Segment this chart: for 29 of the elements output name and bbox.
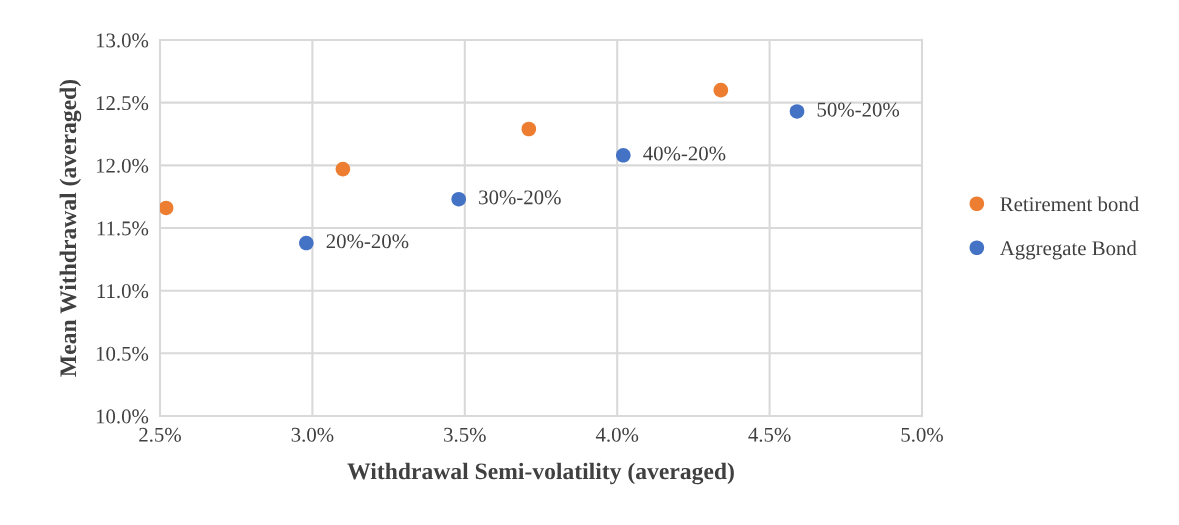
y-tick-label: 11.0% (97, 284, 149, 299)
y-tick-label: 10.5% (96, 346, 149, 361)
legend-label: Retirement bond (1000, 196, 1139, 212)
x-tick-label: 3.5% (444, 427, 486, 442)
point (335, 161, 351, 177)
point (616, 148, 631, 163)
point (521, 121, 537, 137)
annotation: 50%-20% (817, 102, 900, 117)
point (713, 82, 729, 98)
x-tick-label: 4.5% (748, 427, 791, 442)
y-tick-label: 10.0% (96, 409, 149, 424)
x-tick-label: 4.0% (595, 427, 639, 442)
annotation: 40%-20% (643, 146, 726, 161)
y-tick-label: 12.0% (96, 158, 149, 173)
point (789, 104, 805, 119)
legend-label: Aggregate Bond (999, 240, 1137, 260)
annotation: 30%-20% (479, 190, 561, 205)
y-tick-label: 11.5% (97, 221, 149, 236)
x-tick-label: 3.0% (291, 427, 334, 442)
y-tick-label: 13.0% (96, 33, 149, 48)
x-axis-title: Withdrawal Semi-volatility (averaged) (347, 462, 734, 485)
annotation: 20%-20% (326, 234, 409, 249)
point (451, 191, 466, 207)
y-tick-label: 12.5% (96, 96, 149, 111)
x-tick-label: 5.0% (901, 427, 943, 442)
point (160, 200, 174, 216)
point (299, 235, 314, 251)
x-tick-label: 2.5% (139, 427, 181, 442)
y-axis-title: Mean Withdrawal (averaged) (59, 79, 82, 377)
